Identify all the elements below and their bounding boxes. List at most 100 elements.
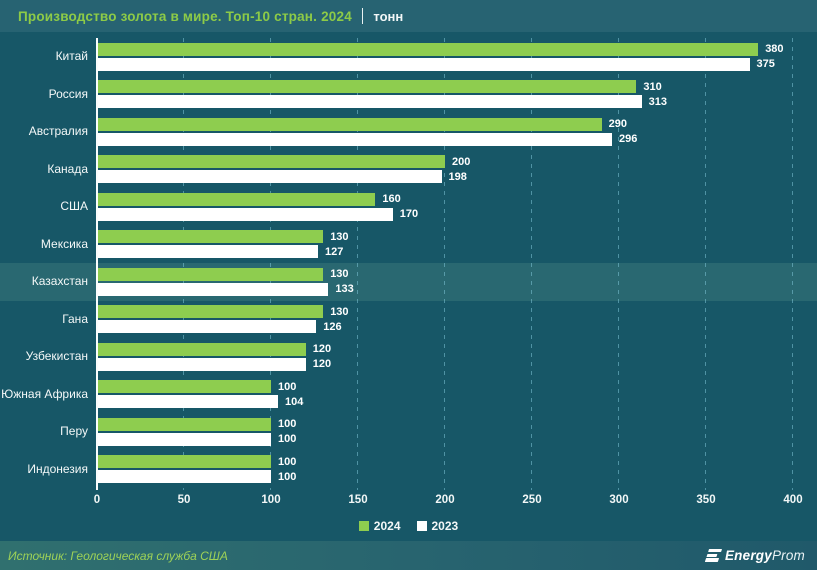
x-tick-label: 350 — [696, 494, 716, 506]
chart-row: Гана 130 126 — [0, 301, 793, 339]
grid-line — [531, 38, 532, 490]
bar-2024 — [97, 455, 271, 469]
chart-header: Производство золота в мире. Топ-10 стран… — [0, 0, 817, 32]
x-tick-label: 0 — [93, 494, 101, 506]
x-tick-label: 150 — [348, 494, 368, 506]
bar-value: 120 — [312, 358, 332, 371]
bar-rows: Китай 380 375 Россия 310 313 Австралия 290 296 Ка… — [0, 38, 793, 488]
bar-value: 375 — [756, 58, 775, 71]
bar-value: 120 — [312, 343, 332, 356]
country-label: Южная Африка — [1, 386, 88, 401]
bar-value: 313 — [648, 95, 667, 108]
bar-2024 — [97, 380, 271, 394]
bar-2023 — [97, 95, 642, 109]
bar-value: 126 — [323, 320, 342, 333]
bar-2024 — [97, 305, 324, 319]
bar-2023 — [97, 470, 271, 484]
bar-2023 — [97, 357, 306, 371]
country-label: Россия — [48, 86, 88, 101]
chart-row: Россия 310 313 — [0, 76, 793, 114]
bar-value: 100 — [278, 455, 297, 468]
chart-body: Китай 380 375 Россия 310 313 Австралия 290 296 Ка… — [0, 32, 817, 541]
bar-value: 170 — [399, 208, 419, 221]
title-separator — [361, 8, 364, 24]
country-label: Австралия — [28, 124, 88, 139]
bar-value: 100 — [278, 380, 297, 393]
legend-label: 2023 — [431, 519, 459, 533]
bar-2024 — [97, 192, 376, 206]
country-label: Казахстан — [31, 274, 88, 289]
bar-value: 130 — [330, 230, 349, 243]
chart-row: Перу 100 100 — [0, 413, 793, 451]
chart-row: Южная Африка 100 104 — [0, 376, 793, 414]
x-tick-label: 200 — [435, 494, 455, 506]
country-label: Гана — [62, 311, 88, 326]
bar-value: 133 — [335, 283, 354, 296]
bar-value: 127 — [324, 245, 344, 258]
chart-footer: Источник: Геологическая служба США Energ… — [0, 541, 817, 570]
chart-row: Мексика 130 127 — [0, 226, 793, 264]
bar-2024 — [97, 342, 306, 356]
bar-value: 296 — [619, 133, 638, 146]
country-label: Мексика — [40, 236, 88, 251]
x-tick-label: 50 — [177, 494, 191, 506]
country-label: Узбекистан — [25, 349, 88, 364]
chart-unit-label: тонн — [373, 8, 404, 24]
chart-row: Индонезия 100 100 — [0, 451, 793, 489]
bar-2023 — [97, 245, 318, 259]
grid-line — [618, 38, 619, 490]
bar-2024 — [97, 267, 324, 281]
bar-value: 104 — [284, 395, 304, 408]
bar-2024 — [97, 155, 445, 169]
energyprom-logo: EnergyProm — [704, 547, 805, 565]
bar-value: 198 — [448, 170, 467, 183]
bar-2023 — [97, 57, 750, 71]
source-text: Источник: Геологическая служба США — [8, 548, 228, 563]
bar-2023 — [97, 132, 613, 146]
bar-2024 — [97, 230, 324, 244]
logo-text-light: Prom — [771, 547, 805, 563]
chart-row: Узбекистан 120 120 — [0, 338, 793, 376]
legend-swatch — [416, 521, 427, 531]
country-label: Перу — [60, 424, 88, 439]
chart-row: Австралия 290 296 — [0, 113, 793, 151]
bar-value: 100 — [278, 470, 297, 483]
bar-value: 290 — [608, 118, 627, 131]
grid-line — [357, 38, 358, 490]
country-label: США — [60, 199, 88, 214]
bar-2023 — [97, 395, 278, 409]
grid-line — [183, 38, 184, 490]
legend-item: 2024 — [358, 519, 401, 533]
bar-value: 130 — [330, 268, 349, 281]
x-axis-ticks: 0 50 100 150 200 250 300 350 400 — [0, 494, 817, 510]
bar-2023 — [97, 320, 317, 334]
bar-2024 — [97, 117, 602, 131]
legend: 2024 2023 — [0, 519, 817, 533]
y-axis-line — [96, 38, 98, 490]
bar-value: 100 — [278, 433, 297, 446]
bar-2024 — [97, 417, 271, 431]
bar-value: 310 — [643, 80, 662, 93]
chart-row: Китай 380 375 — [0, 38, 793, 76]
bar-value: 380 — [765, 43, 784, 56]
legend-label: 2024 — [373, 519, 401, 533]
grid-line — [270, 38, 271, 490]
x-tick-label: 100 — [261, 494, 281, 506]
logo-text-bold: Energy — [724, 547, 772, 563]
grid-line — [792, 38, 793, 490]
chart-row: Канада 200 198 — [0, 151, 793, 189]
bar-value: 100 — [278, 418, 297, 431]
country-label: Канада — [47, 161, 88, 176]
x-tick-label: 400 — [783, 494, 803, 506]
x-tick-label: 250 — [522, 494, 542, 506]
country-label: Китай — [55, 49, 88, 64]
grid-line — [444, 38, 445, 490]
grid-line — [705, 38, 706, 490]
bar-2023 — [97, 170, 442, 184]
bar-value: 200 — [452, 155, 471, 168]
bar-2024 — [97, 42, 759, 56]
bar-2024 — [97, 80, 637, 94]
chart-row: Казахстан 130 133 — [0, 263, 793, 301]
bar-2023 — [97, 432, 271, 446]
